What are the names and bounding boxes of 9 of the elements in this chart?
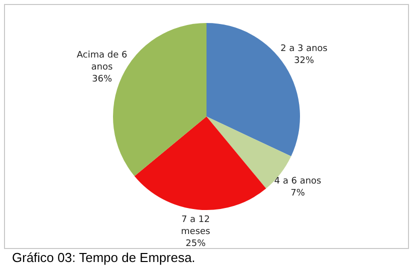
data-label: 25% bbox=[186, 238, 206, 249]
data-label: 36% bbox=[92, 74, 112, 85]
slice-label: Acima de 6 anos bbox=[76, 50, 128, 73]
slice-label: 2 a 3 anos bbox=[280, 44, 328, 54]
slice-label: 7 a 12 meses bbox=[181, 214, 211, 237]
data-label: 32% bbox=[294, 56, 314, 66]
data-label: 7% bbox=[290, 188, 306, 199]
slice-label: 4 a 6 anos bbox=[274, 176, 322, 187]
text: Gráfico 03: Tempo de Empresa. bbox=[12, 250, 196, 265]
